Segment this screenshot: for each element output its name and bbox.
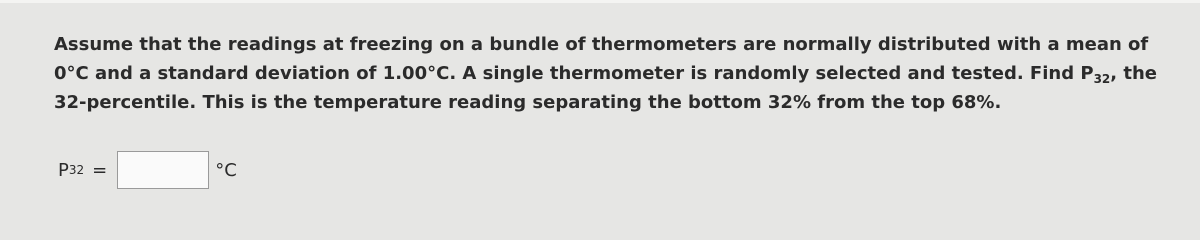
question-subscript: 32	[1093, 72, 1111, 86]
page: Assume that the readings at freezing on …	[0, 0, 1200, 190]
question-text-after: , the 32-percentile. This is the tempera…	[54, 63, 1157, 113]
answer-equals: =	[92, 159, 108, 181]
question-text: Assume that the readings at freezing on …	[54, 30, 1184, 117]
top-border	[0, 0, 1200, 3]
answer-unit: °C	[215, 159, 237, 181]
answer-input[interactable]	[117, 151, 210, 189]
answer-variable: P	[58, 159, 69, 181]
question-text-before: Assume that the readings at freezing on …	[54, 34, 1149, 84]
answer-row: P 32 = °C	[58, 150, 237, 190]
